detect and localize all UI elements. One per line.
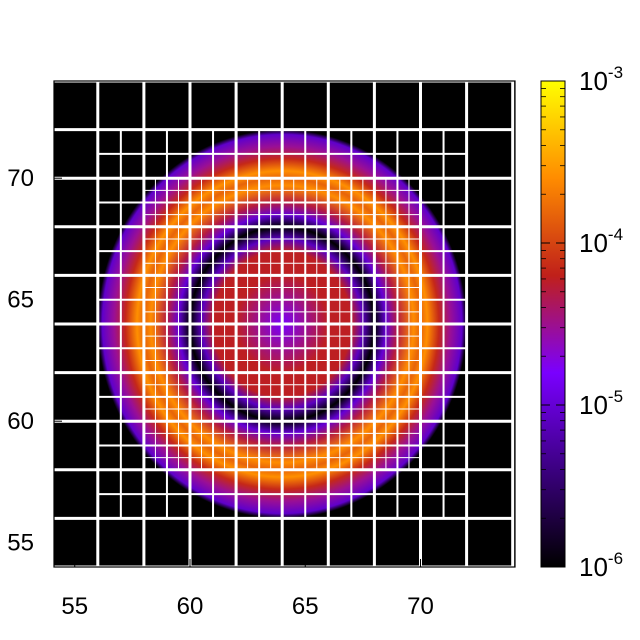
colorbar-tick-label: 10-4 [579, 225, 623, 258]
x-tick-label: 65 [292, 593, 319, 620]
x-tick-label: 70 [407, 593, 434, 620]
y-tick-label: 55 [7, 530, 34, 557]
plot-frame [53, 80, 516, 568]
x-axis: 55 60 65 70 [61, 559, 434, 620]
x-tick-label: 55 [61, 593, 88, 620]
plot-area [53, 80, 516, 568]
y-tick-label: 60 [7, 408, 34, 435]
colorbar-gradient [540, 80, 566, 568]
colorbar-tick-label: 10-3 [579, 63, 623, 96]
colorbar-tick-label: 10-5 [579, 387, 623, 420]
colorbar-tick-label: 10-6 [579, 549, 623, 582]
y-tick-label: 70 [7, 165, 34, 192]
y-tick-label: 65 [7, 287, 34, 314]
amr-mesh-grid [54, 81, 515, 567]
y-axis: 55 60 65 70 [7, 165, 62, 557]
colorbar-ticks: 10-6 10-5 10-4 10-3 [541, 63, 623, 582]
colorbar: 10-6 10-5 10-4 10-3 [540, 63, 623, 582]
x-tick-label: 60 [177, 593, 204, 620]
